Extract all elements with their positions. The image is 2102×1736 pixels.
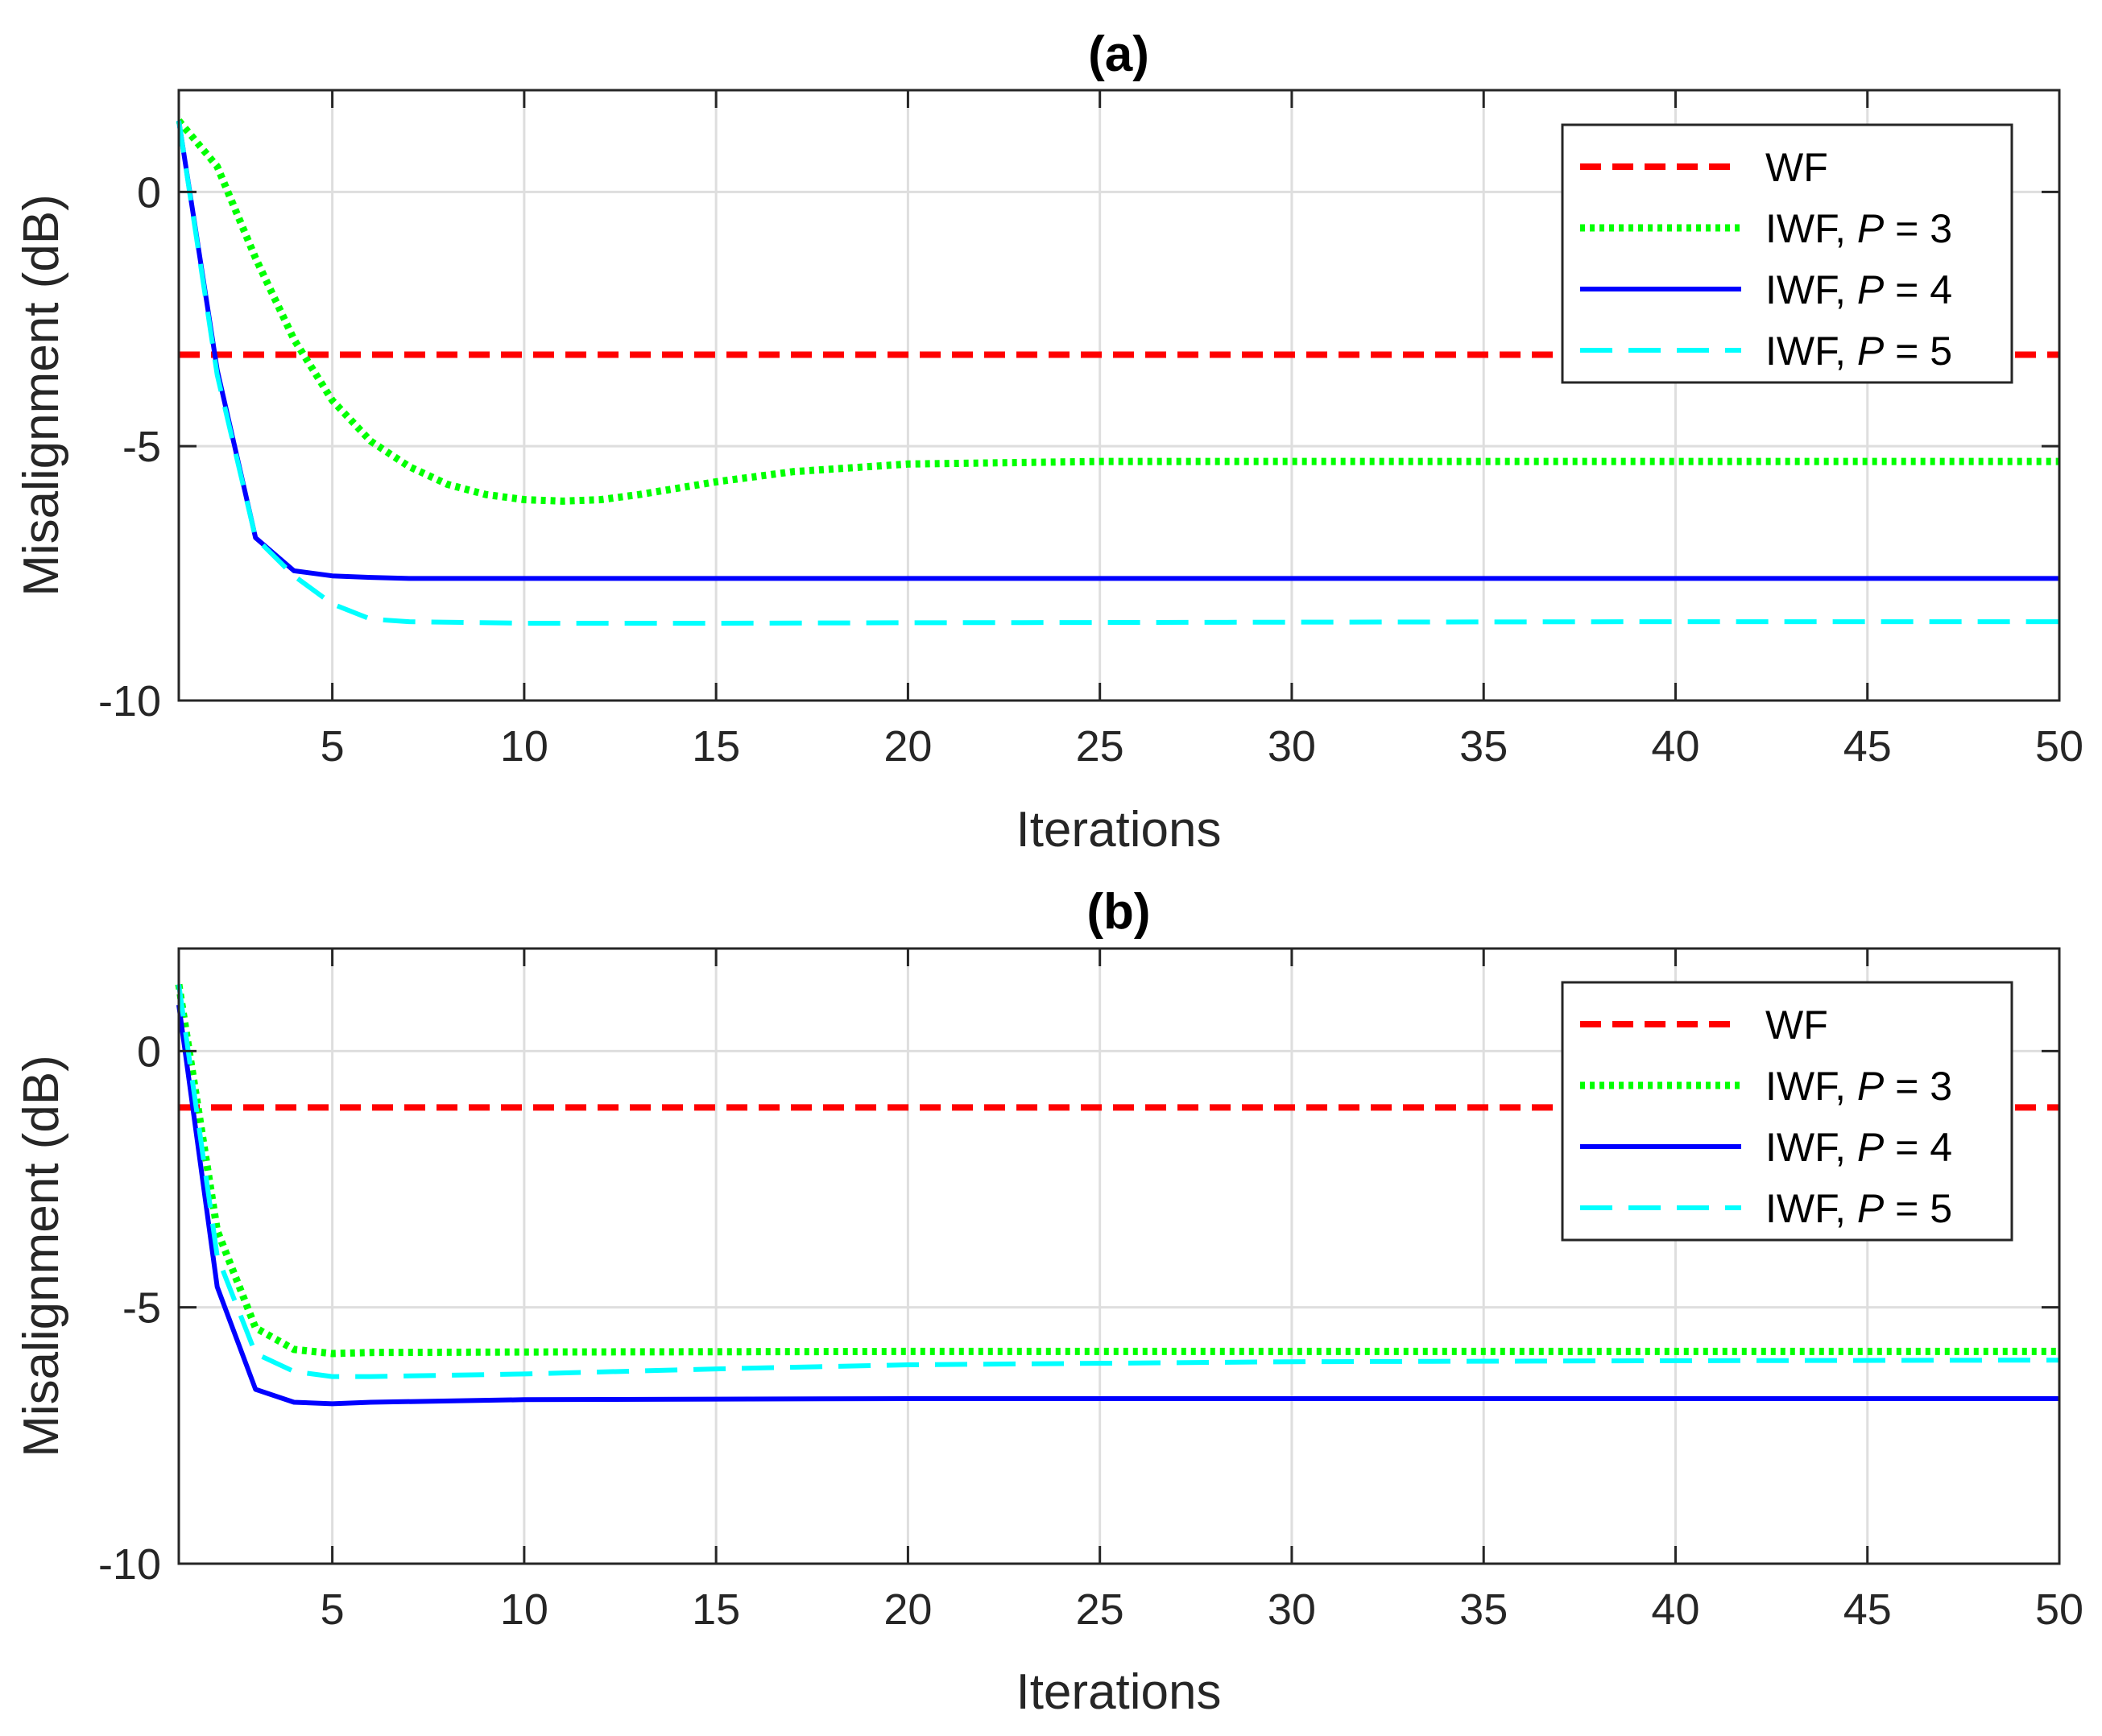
legend-label-prefix: WF [1765, 145, 1828, 190]
series-line-iwf-p-3 [176, 118, 2059, 505]
series-line-iwf-p-5 [176, 984, 2060, 1379]
panel-title-b: (b) [1086, 884, 1150, 940]
panel-b: 5 10 15 20 25 30 35 40 45 50 0 -5 -10 (b) Iterations… [14, 884, 2083, 1720]
x-tick-label: 40 [1651, 722, 1699, 771]
legend-label-prefix: IWF, [1765, 267, 1857, 312]
legend-box-a [1561, 123, 2013, 384]
y-tick-label: 0 [137, 1027, 161, 1076]
legend-label: IWF, P = 5 [1765, 1186, 1952, 1231]
y-axis-label-a: Misalignment (dB) [14, 194, 69, 597]
x-tick-label: 5 [321, 722, 345, 771]
legend-label-prefix: IWF, [1765, 1064, 1857, 1109]
panel-title-a: (a) [1088, 27, 1149, 82]
series-line-iwf-p-4 [176, 1004, 2059, 1407]
y-tick-label: 0 [137, 168, 161, 217]
legend-label: IWF, P = 3 [1765, 1064, 1952, 1109]
x-tick-label: 10 [500, 1585, 548, 1634]
legend-box-b [1561, 981, 2013, 1242]
legend-label-rest: = 3 [1884, 206, 1952, 251]
legend-label-rest: = 3 [1884, 1064, 1952, 1109]
legend-label: IWF, P = 4 [1765, 267, 1952, 312]
legend-label-prefix: WF [1765, 1002, 1828, 1048]
x-tick-label: 25 [1076, 722, 1124, 771]
legend-label-var: P [1857, 267, 1885, 312]
legend-label-rest: = 4 [1884, 267, 1952, 312]
x-tick-label: 30 [1268, 1585, 1316, 1634]
x-tick-label: 25 [1076, 1585, 1124, 1634]
x-tick-label: 50 [2035, 722, 2083, 771]
legend-label-rest: = 5 [1884, 1186, 1952, 1231]
legend-label-prefix: IWF, [1765, 1186, 1857, 1231]
x-tick-label: 35 [1459, 722, 1508, 771]
y-tick-label: -5 [122, 1284, 161, 1333]
legend-label-var: P [1857, 1125, 1885, 1170]
legend-label-var: P [1857, 1186, 1885, 1231]
x-tick-label: 35 [1459, 1585, 1508, 1634]
legend-label-rest: = 5 [1884, 329, 1952, 374]
x-tick-label: 20 [883, 1585, 932, 1634]
axes-frame-a [177, 89, 2061, 702]
axes-frame-b [177, 947, 2061, 1565]
x-tick-label: 10 [500, 722, 548, 771]
legend-label: WF [1765, 145, 1828, 190]
legend-label-var: P [1857, 329, 1885, 374]
y-tick-label: -10 [98, 1540, 161, 1589]
x-tick-label: 15 [692, 722, 740, 771]
y-axis-label-b: Misalignment (dB) [14, 1055, 69, 1457]
x-tick-label: 20 [883, 722, 932, 771]
x-tick-label: 30 [1268, 722, 1316, 771]
x-tick-label: 50 [2035, 1585, 2083, 1634]
y-tick-label: -5 [122, 423, 161, 471]
legend-label: WF [1765, 1002, 1828, 1048]
x-tick-label: 40 [1651, 1585, 1699, 1634]
x-axis-label-a: Iterations [1016, 802, 1221, 858]
x-axis-label-b: Iterations [1016, 1664, 1221, 1720]
x-tick-label: 45 [1843, 1585, 1892, 1634]
legend-label: IWF, P = 4 [1765, 1125, 1952, 1170]
legend-label-prefix: IWF, [1765, 329, 1857, 374]
ticks-b: 5 10 15 20 25 30 35 40 45 50 0 -5 -10 [98, 949, 2083, 1634]
y-tick-label: -10 [98, 677, 161, 725]
legend-label-var: P [1857, 206, 1885, 251]
legend-label-prefix: IWF, [1765, 206, 1857, 251]
legend-label-prefix: IWF, [1765, 1125, 1857, 1170]
series-line-iwf-p-3 [175, 983, 2059, 1358]
legend-label: IWF, P = 3 [1765, 206, 1952, 251]
legend-label-var: P [1857, 1064, 1885, 1109]
x-tick-label: 5 [321, 1585, 345, 1634]
x-tick-label: 45 [1843, 722, 1892, 771]
legend-label-rest: = 4 [1884, 1125, 1952, 1170]
ticks-a: 5 10 15 20 25 30 35 40 45 50 0 -5 -10 [98, 90, 2083, 771]
legend-label: IWF, P = 5 [1765, 329, 1952, 374]
panel-a: 5 10 15 20 25 30 35 40 45 50 0 -5 -10 (a) Iterations… [14, 27, 2083, 858]
series-line-iwf-p-5 [176, 120, 2059, 626]
x-tick-label: 15 [692, 1585, 740, 1634]
